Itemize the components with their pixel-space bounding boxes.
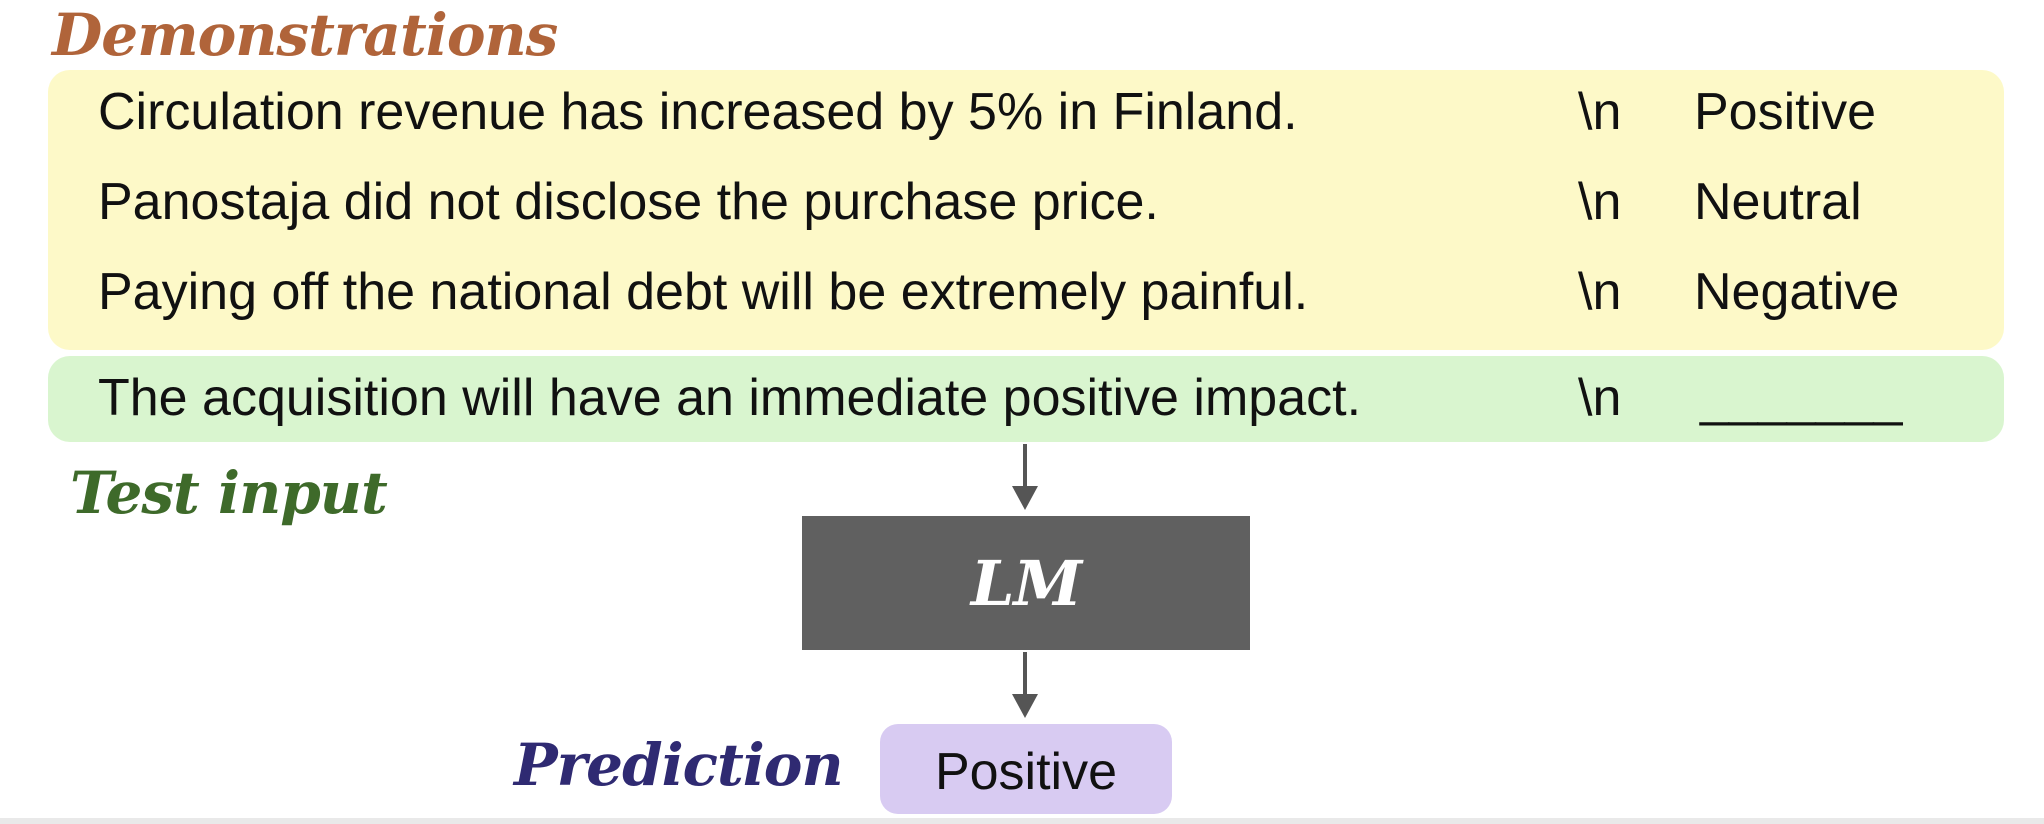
demonstration-label: Neutral bbox=[1694, 173, 1862, 231]
prediction-box: Positive bbox=[880, 724, 1172, 814]
demonstration-row: Circulation revenue has increased by 5% … bbox=[48, 70, 2004, 156]
demonstrations-panel: Circulation revenue has increased by 5% … bbox=[48, 70, 2004, 350]
test-input-panel: The acquisition will have an immediate p… bbox=[48, 356, 2004, 442]
test-input-title: Test input bbox=[70, 459, 388, 527]
input-to-lm-arrow bbox=[1023, 444, 1027, 488]
newline-separator: \n bbox=[1578, 83, 1622, 141]
demonstration-row: Panostaja did not disclose the purchase … bbox=[48, 160, 2004, 246]
lm-label: LM bbox=[970, 546, 1082, 620]
prediction-value: Positive bbox=[934, 743, 1118, 801]
demonstrations-title: Demonstrations bbox=[52, 1, 558, 69]
arrow-down-icon bbox=[1012, 486, 1038, 510]
prediction-title: Prediction bbox=[514, 731, 844, 799]
newline-separator: \n bbox=[1578, 173, 1622, 231]
lm-to-prediction-arrow bbox=[1023, 652, 1027, 696]
newline-separator: \n bbox=[1578, 369, 1622, 427]
test-input-row: The acquisition will have an immediate p… bbox=[48, 356, 2004, 442]
bottom-divider bbox=[0, 818, 2044, 824]
arrow-down-icon bbox=[1012, 694, 1038, 718]
demonstration-row: Paying off the national debt will be ext… bbox=[48, 250, 2004, 336]
demonstration-sentence: Circulation revenue has increased by 5% … bbox=[98, 83, 1298, 141]
test-input-sentence: The acquisition will have an immediate p… bbox=[98, 369, 1362, 427]
demonstration-sentence: Panostaja did not disclose the purchase … bbox=[98, 173, 1159, 231]
demonstration-label: Positive bbox=[1694, 83, 1877, 141]
newline-separator: \n bbox=[1578, 263, 1622, 321]
demonstration-label: Negative bbox=[1694, 263, 1900, 321]
demonstration-sentence: Paying off the national debt will be ext… bbox=[98, 263, 1309, 321]
lm-box: LM bbox=[802, 516, 1250, 650]
answer-blank: _______ bbox=[1700, 369, 1903, 427]
